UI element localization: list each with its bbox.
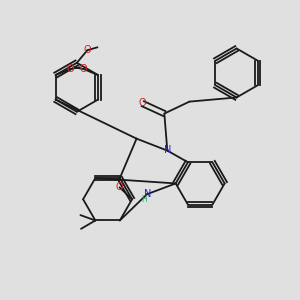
Text: H: H (141, 195, 147, 204)
Text: O: O (116, 182, 123, 192)
Text: O: O (139, 98, 146, 108)
Text: O: O (83, 45, 91, 55)
Text: O: O (67, 64, 74, 74)
Text: N: N (144, 189, 151, 199)
Text: N: N (164, 145, 171, 155)
Text: O: O (80, 64, 87, 74)
